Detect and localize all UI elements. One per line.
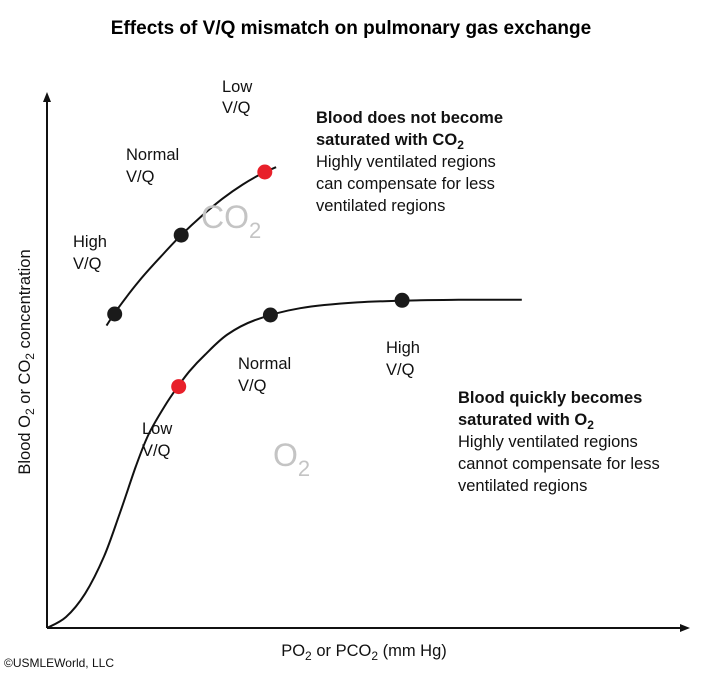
o2-normal-vq-label-line1: Normal — [238, 355, 291, 373]
o2-annotation-line2-main: saturated with O — [458, 411, 587, 429]
co2-annotation-line2-main: saturated with CO — [316, 131, 457, 149]
y-axis-label-sub1: 2 — [23, 408, 37, 415]
o2-annotation-line5: ventilated regions — [458, 477, 587, 495]
o2-series-label: O2 — [273, 437, 310, 481]
co2-normal-vq-label-line2: V/Q — [126, 168, 155, 186]
copyright-text: ©USMLEWorld, LLC — [4, 656, 114, 670]
y-axis-label: Blood O2 or CO2 concentration — [16, 249, 37, 474]
o2-low-vq-label-line1: Low — [142, 420, 172, 438]
o2-point-high-vq — [394, 292, 410, 308]
co2-annotation-line3: Highly ventilated regions — [316, 153, 496, 171]
co2-high-vq-label-line1: High — [73, 233, 107, 251]
o2-annotation-line3: Highly ventilated regions — [458, 433, 638, 451]
x-axis-label: PO2 or PCO2 (mm Hg) — [281, 642, 447, 663]
x-axis-label-pre: PO — [281, 642, 305, 660]
o2-annotation-line4: cannot compensate for less — [458, 455, 660, 473]
co2-series-label-sub: 2 — [249, 218, 261, 243]
y-axis-label-sub2: 2 — [23, 353, 37, 360]
co2-point-low-vq — [257, 164, 273, 180]
co2-point-normal-vq — [173, 227, 189, 243]
x-axis-label-mid: or PCO — [312, 642, 372, 660]
o2-point-normal-vq — [262, 307, 278, 323]
x-axis-label-sub1: 2 — [305, 649, 312, 663]
o2-series-label-main: O — [273, 437, 298, 473]
chart-title: Effects of V/Q mismatch on pulmonary gas… — [111, 18, 591, 39]
o2-normal-vq-label-line2: V/Q — [238, 377, 267, 395]
co2-annotation-line5: ventilated regions — [316, 197, 445, 215]
co2-curve — [105, 166, 277, 327]
o2-low-vq-label-line2: V/Q — [142, 442, 171, 460]
co2-low-vq-label-line2: V/Q — [222, 99, 251, 117]
o2-curve — [46, 298, 522, 629]
y-axis-label-post: concentration — [16, 249, 34, 353]
co2-annotation-line2: saturated with CO2 — [316, 131, 464, 152]
co2-annotation-line4: can compensate for less — [316, 175, 495, 193]
o2-annotation-line1: Blood quickly becomes — [458, 389, 642, 407]
o2-annotation-line2: saturated with O2 — [458, 411, 594, 432]
o2-high-vq-label-line1: High — [386, 339, 420, 357]
o2-series-label-sub: 2 — [298, 456, 310, 481]
co2-low-vq-label-line1: Low — [222, 78, 252, 96]
co2-normal-vq-label-line1: Normal — [126, 146, 179, 164]
o2-annotation-line2-sub: 2 — [587, 418, 594, 432]
co2-series-label: CO2 — [201, 199, 261, 243]
y-axis-label-pre: Blood O — [16, 415, 34, 475]
co2-high-vq-label-line2: V/Q — [73, 255, 102, 273]
co2-series-label-main: CO — [201, 199, 249, 235]
x-axis-label-post: (mm Hg) — [378, 642, 447, 660]
co2-point-high-vq — [107, 306, 123, 322]
x-axis-label-sub2: 2 — [371, 649, 378, 663]
co2-annotation-line1: Blood does not become — [316, 109, 503, 127]
co2-annotation-line2-sub: 2 — [457, 138, 464, 152]
o2-point-low-vq — [171, 379, 187, 395]
y-axis-label-mid: or CO — [16, 360, 34, 409]
o2-high-vq-label-line2: V/Q — [386, 361, 415, 379]
